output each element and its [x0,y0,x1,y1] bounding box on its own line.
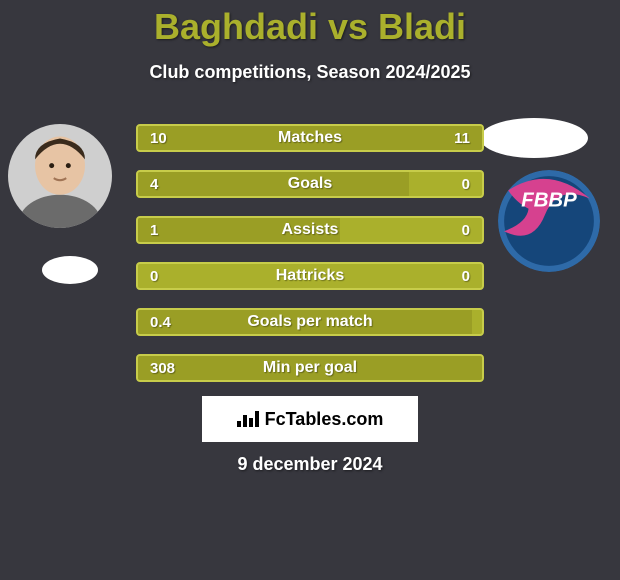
stat-label: Matches [138,126,482,150]
title-right: Bladi [378,6,466,47]
stat-label: Assists [138,218,482,242]
stat-row: 1011Matches [136,124,484,152]
chart-bars-icon [237,411,259,427]
stat-label: Goals [138,172,482,196]
avatar-svg [8,124,112,228]
fctables-watermark: FcTables.com [202,396,418,442]
subtitle: Club competitions, Season 2024/2025 [0,62,620,83]
stat-bars: 1011Matches 40Goals 10Assists 00Hattricks 0.… [136,124,484,400]
badge-svg: FBBP [498,170,600,272]
stat-row: 40Goals [136,170,484,198]
player-left-avatar [8,124,112,228]
flag-left [42,256,98,284]
date-line: 9 december 2024 [0,454,620,475]
stat-row: 308Min per goal [136,354,484,382]
club-right-badge: FBBP [498,170,600,272]
stat-label: Hattricks [138,264,482,288]
match-title: Baghdadi vs Bladi [0,6,620,48]
fctables-text: FcTables.com [265,409,384,430]
stat-label: Min per goal [138,356,482,380]
stat-row: 0.4Goals per match [136,308,484,336]
infographic-canvas: Baghdadi vs Bladi Club competitions, Sea… [0,0,620,580]
flag-right [480,118,588,158]
title-vs: vs [318,6,378,47]
stat-row: 00Hattricks [136,262,484,290]
stat-row: 10Assists [136,216,484,244]
title-left: Baghdadi [154,6,318,47]
stat-label: Goals per match [138,310,482,334]
svg-text:FBBP: FBBP [521,190,577,212]
